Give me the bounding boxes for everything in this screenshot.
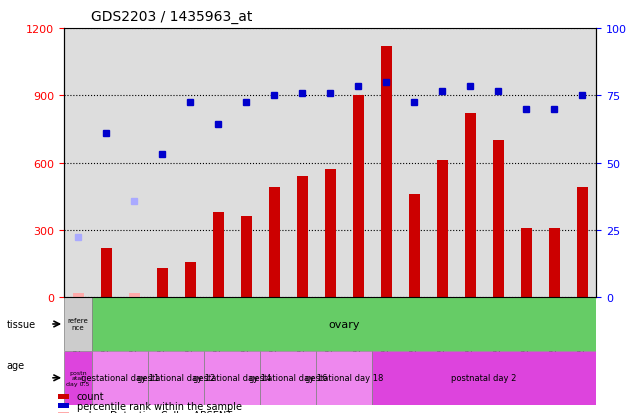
Bar (156, 268, 168, 297)
Bar (72, 293, 84, 297)
Bar (353, 96, 363, 297)
Bar (324, 170, 336, 297)
Bar (576, 188, 588, 297)
Bar (408, 195, 420, 297)
Text: gestational day 16: gestational day 16 (249, 373, 328, 382)
Bar (549, 228, 560, 297)
Bar (101, 248, 112, 297)
FancyBboxPatch shape (64, 297, 92, 351)
FancyBboxPatch shape (260, 351, 316, 405)
Bar (213, 212, 224, 297)
Text: postn
atal
day 0.5: postn atal day 0.5 (67, 370, 90, 386)
Text: value, Detection Call = ABSENT: value, Detection Call = ABSENT (77, 410, 232, 413)
Bar (520, 228, 532, 297)
Bar (269, 188, 279, 297)
Bar (185, 263, 196, 297)
Bar (381, 47, 392, 297)
Text: gestational day 12: gestational day 12 (137, 373, 215, 382)
Text: percentile rank within the sample: percentile rank within the sample (77, 401, 242, 411)
Bar (492, 141, 504, 297)
FancyBboxPatch shape (316, 351, 372, 405)
Text: gestational day 14: gestational day 14 (193, 373, 271, 382)
FancyBboxPatch shape (92, 351, 148, 405)
Bar (297, 177, 308, 297)
Text: refere
nce: refere nce (68, 318, 88, 331)
Bar (437, 161, 447, 297)
FancyBboxPatch shape (204, 351, 260, 405)
Text: postnatal day 2: postnatal day 2 (451, 373, 517, 382)
FancyBboxPatch shape (64, 351, 92, 405)
Bar (128, 293, 140, 297)
Text: age: age (6, 361, 24, 370)
Bar (465, 114, 476, 297)
Text: tissue: tissue (6, 319, 35, 329)
Text: count: count (77, 392, 104, 401)
FancyBboxPatch shape (92, 297, 596, 351)
Text: gestational day 11: gestational day 11 (81, 373, 159, 382)
FancyBboxPatch shape (372, 351, 596, 405)
Text: gestational day 18: gestational day 18 (305, 373, 383, 382)
FancyBboxPatch shape (148, 351, 204, 405)
Bar (240, 217, 252, 297)
Text: GDS2203 / 1435963_at: GDS2203 / 1435963_at (91, 10, 252, 24)
Text: ovary: ovary (328, 319, 360, 329)
